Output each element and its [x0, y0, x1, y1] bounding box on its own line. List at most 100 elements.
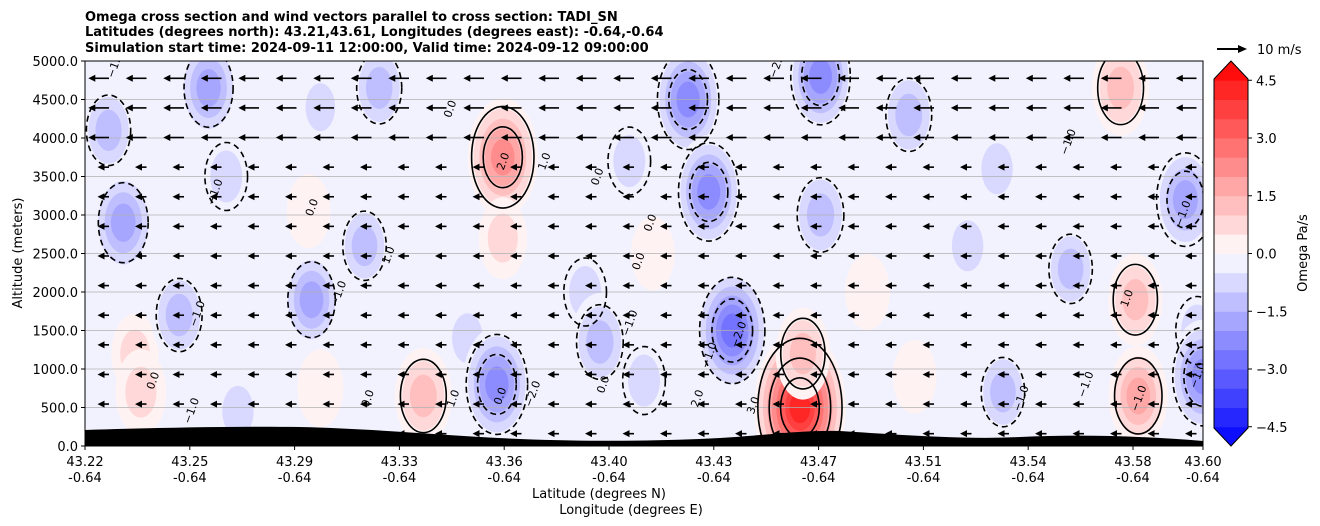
wind-arrowhead-2-0: [97, 370, 105, 378]
wind-arrowhead-9-7: [360, 163, 367, 171]
wind-arrowhead-11-12: [538, 104, 546, 112]
wind-arrowhead-3-21: [885, 341, 892, 349]
wind-arrowhead-11-18: [763, 104, 771, 112]
omega-cell-39-level-2: [1057, 248, 1084, 290]
wind-arrowhead-6-5: [285, 252, 292, 260]
contour-cell-39-ring-0: [1048, 233, 1094, 305]
wind-arrowhead-6-1: [135, 252, 142, 260]
contour-cell-16-ring-0: [470, 105, 535, 209]
contour-cell-42-ring-0: [1113, 357, 1163, 435]
colorbar-tick-label-5: −3.0: [1256, 363, 1288, 378]
wind-arrowhead-4-2: [172, 311, 180, 319]
wind-arrowhead-3-13: [585, 341, 592, 349]
wind-arrowhead-5-16: [697, 282, 705, 290]
colorbar-band-3: [1214, 369, 1248, 389]
omega-cell-38-level-2: [990, 371, 1016, 413]
wind-arrowhead-7-7: [360, 222, 367, 230]
wind-arrowhead-10-7: [350, 134, 358, 142]
wind-arrowhead-7-0: [97, 222, 105, 230]
wind-arrowhead-9-8: [397, 163, 405, 171]
contour-cell-32-ring-1: [800, 61, 841, 107]
wind-arrowhead-10-22: [913, 134, 921, 142]
wind-arrowhead-2-22: [922, 370, 930, 378]
omega-cell-43-level-3: [1172, 180, 1198, 220]
contour-cell-13-ring-0: [355, 61, 403, 125]
y-tick-label-0: 0.0: [57, 440, 78, 455]
wind-arrowhead-0-11: [510, 430, 517, 438]
wind-arrowhead-9-1: [135, 163, 142, 171]
wind-arrowhead-9-2: [172, 163, 180, 171]
wind-arrowhead-6-27: [1110, 252, 1117, 260]
contour-label-23: 3.0: [744, 395, 762, 416]
omega-cell-18-level-4: [485, 366, 509, 403]
wind-arrowhead-12-14: [613, 74, 621, 82]
wind-arrowhead-5-21: [885, 282, 892, 290]
y-tick-label-4: 2000.0: [33, 286, 79, 301]
wind-arrowhead-8-3: [210, 193, 217, 201]
colorbar-band-14: [1214, 157, 1248, 177]
x-tick-lon-8: -0.64: [907, 471, 941, 486]
wind-arrowhead-3-8: [397, 341, 405, 349]
wind-arrowhead-9-0: [97, 163, 105, 171]
colorbar-band-0: [1214, 426, 1248, 446]
wind-arrowhead-3-17: [735, 341, 742, 349]
wind-arrowhead-10-27: [1100, 134, 1108, 142]
x-tick-lat-4: 43.36: [486, 455, 523, 470]
wind-arrowhead-1-26: [1072, 400, 1080, 408]
wind-arrowhead-1-28: [1147, 400, 1155, 408]
wind-arrowhead-2-15: [660, 370, 667, 378]
wind-arrowhead-0-27: [1110, 430, 1117, 438]
omega-cell-17-level-1: [487, 213, 518, 263]
wind-arrowhead-4-0: [97, 311, 105, 319]
wind-arrowhead-9-29: [1185, 163, 1192, 171]
wind-arrowhead-12-24: [988, 74, 996, 82]
wind-arrowhead-9-13: [585, 163, 592, 171]
wind-arrowhead-6-24: [997, 252, 1005, 260]
contour-label-8: 0.0: [303, 197, 321, 218]
wind-arrowhead-9-26: [1072, 163, 1080, 171]
wind-arrowhead-1-9: [435, 400, 442, 408]
wind-arrowhead-10-13: [575, 134, 583, 142]
wind-arrowhead-12-28: [1138, 74, 1146, 82]
omega-cell-12-level-2: [351, 225, 378, 267]
omega-cell-16-level-4: [490, 139, 515, 176]
wind-arrowhead-11-23: [950, 104, 958, 112]
wind-arrowhead-7-3: [210, 222, 217, 230]
wind-arrowhead-4-11: [510, 311, 517, 319]
wind-arrowhead-9-27: [1110, 163, 1117, 171]
wind-arrowhead-9-21: [885, 163, 892, 171]
wind-arrowhead-10-0: [88, 134, 96, 142]
wind-arrowhead-11-24: [988, 104, 996, 112]
wind-arrowhead-0-24: [997, 430, 1005, 438]
wind-arrowhead-5-11: [510, 282, 517, 290]
wind-arrowhead-5-10: [472, 282, 480, 290]
omega-cell-45-level-4: [1191, 358, 1203, 395]
omega-cell-1-level-3: [110, 203, 136, 242]
wind-arrowhead-8-10: [472, 193, 480, 201]
title-line-1: Omega cross section and wind vectors par…: [85, 10, 618, 25]
wind-arrowhead-6-23: [960, 252, 967, 260]
wind-arrowhead-12-4: [238, 74, 246, 82]
contour-cell-29-ring-0: [757, 337, 843, 446]
wind-arrowhead-3-20: [847, 341, 855, 349]
wind-arrowhead-5-17: [735, 282, 742, 290]
wind-arrowhead-7-14: [622, 222, 630, 230]
wind-arrowhead-2-7: [360, 370, 367, 378]
colorbar-tick-label-1: 3.0: [1256, 132, 1277, 147]
wind-arrowhead-2-5: [285, 370, 292, 378]
wind-arrowhead-6-28: [1147, 252, 1155, 260]
wind-arrowhead-2-14: [622, 370, 630, 378]
colorbar-band-10: [1214, 234, 1248, 254]
wind-arrowhead-4-8: [397, 311, 405, 319]
contour-cell-16-ring-1: [482, 126, 524, 189]
wind-arrowhead-4-13: [585, 311, 592, 319]
wind-arrowhead-2-17: [735, 370, 742, 378]
wind-arrowhead-8-14: [622, 193, 630, 201]
colorbar: 4.5 3.0 1.5 0.0 −1.5 −3.0 −4.5 Omega Pa/s: [1213, 60, 1311, 447]
wind-arrowhead-11-17: [725, 104, 733, 112]
omega-cell-7-level-1: [222, 385, 254, 437]
wind-arrowhead-2-10: [472, 370, 480, 378]
wind-arrowhead-12-7: [350, 74, 358, 82]
x-tick-lat-10: 43.58: [1114, 455, 1151, 470]
wind-arrowhead-3-29: [1185, 341, 1192, 349]
